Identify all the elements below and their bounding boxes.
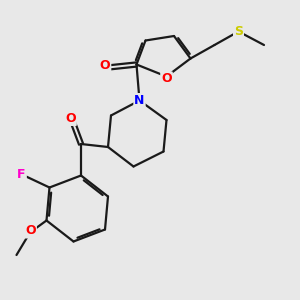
Text: F: F <box>17 168 26 182</box>
Text: O: O <box>65 112 76 125</box>
Text: O: O <box>100 58 110 72</box>
Text: O: O <box>25 224 36 238</box>
Text: N: N <box>134 94 145 107</box>
Text: S: S <box>234 25 243 38</box>
Text: O: O <box>161 72 172 86</box>
